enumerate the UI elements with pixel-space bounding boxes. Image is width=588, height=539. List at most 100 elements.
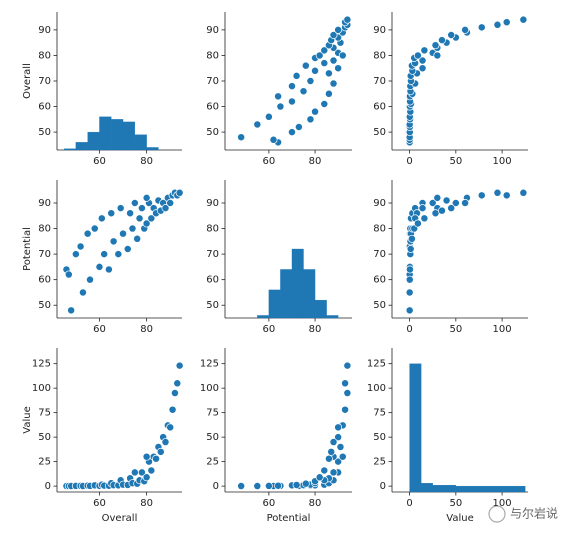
x-tick-label: 0 <box>406 324 412 335</box>
y-tick-label: 125 <box>200 359 219 370</box>
scatter-point <box>100 250 109 259</box>
hist-bar <box>87 131 100 151</box>
y-tick-label: 0 <box>45 481 51 492</box>
x-tick-label: 60 <box>263 498 276 509</box>
y-tick-label: 50 <box>206 300 219 311</box>
y-tick-label: 90 <box>206 198 219 209</box>
scatter-point <box>301 479 310 488</box>
y-tick-label: 125 <box>367 359 386 370</box>
hist-bar <box>420 483 433 493</box>
y-tick-label: 90 <box>38 25 51 36</box>
scatter-point <box>442 196 451 205</box>
panel: 0 25 50 75 100 125 60 80 Value Overall <box>22 348 184 524</box>
y-tick-label: 90 <box>373 25 386 36</box>
scatter-point <box>329 56 338 65</box>
y-tick-label: 100 <box>367 383 386 394</box>
scatter-point <box>130 199 139 207</box>
scatter-point <box>428 199 437 207</box>
scatter-point <box>142 452 151 461</box>
scatter-point <box>276 102 285 111</box>
y-tick-label: 90 <box>38 198 51 209</box>
y-tick-label: 70 <box>373 249 386 260</box>
scatter-point <box>418 204 427 213</box>
y-tick-label: 60 <box>38 275 51 286</box>
y-axis-label: Value <box>22 406 33 433</box>
scatter-point <box>299 87 308 96</box>
scatter-point <box>294 123 303 131</box>
y-tick-label: 70 <box>38 76 51 87</box>
scatter-point <box>324 69 333 78</box>
scatter-point <box>433 51 442 60</box>
scatter-point <box>90 224 99 233</box>
scatter-point <box>433 193 442 202</box>
y-tick-label: 50 <box>38 300 51 311</box>
scatter-point <box>175 188 184 197</box>
scatter-point <box>420 214 429 223</box>
hist-bar <box>478 485 491 493</box>
scatter-point <box>420 46 429 55</box>
scatter-point <box>135 214 144 223</box>
scatter-point <box>343 361 352 370</box>
scatter-point <box>161 204 170 213</box>
scatter-point <box>431 41 440 50</box>
hist-bar <box>501 485 514 493</box>
scatter-point <box>324 89 333 98</box>
scatter-point <box>95 262 104 271</box>
scatter-point <box>502 18 511 27</box>
panel: 50 60 70 80 90 60 80 <box>206 180 352 335</box>
y-tick-label: 50 <box>38 127 51 138</box>
scatter-point <box>119 229 127 238</box>
hist-bar <box>467 485 480 493</box>
y-tick-label: 80 <box>373 50 386 61</box>
scatter-point <box>147 214 156 223</box>
scatter-point <box>161 438 170 446</box>
x-tick-label: 100 <box>493 156 512 167</box>
x-axis-label: Overall <box>102 513 138 524</box>
scatter-point <box>447 204 456 213</box>
scatter-point <box>264 112 273 121</box>
hist-bar <box>111 119 124 151</box>
scatter-point <box>104 265 113 274</box>
y-tick-label: 90 <box>373 198 386 209</box>
x-tick-label: 0 <box>406 156 412 167</box>
scatter-point <box>327 447 336 456</box>
scatter-point <box>320 46 329 55</box>
scatter-point <box>64 270 73 279</box>
scatter-point <box>292 71 301 80</box>
y-tick-label: 70 <box>206 249 219 260</box>
scatter-point <box>418 64 427 73</box>
scatter-point <box>126 209 135 218</box>
scatter-point <box>438 206 446 215</box>
scatter-point <box>320 466 329 475</box>
scatter-point <box>343 389 352 398</box>
y-tick-label: 70 <box>206 76 219 87</box>
scatter-point <box>253 482 262 490</box>
y-tick-label: 60 <box>373 275 386 286</box>
scatter-point <box>405 306 414 315</box>
y-tick-label: 60 <box>206 275 219 286</box>
scatter-point <box>334 423 343 432</box>
scatter-point <box>168 405 177 414</box>
scatter-point <box>306 77 315 85</box>
scatter-point <box>329 31 338 39</box>
scatter-point <box>123 245 132 253</box>
scatter-point <box>405 288 414 297</box>
watermark-icon <box>488 505 506 523</box>
scatter-point <box>142 193 151 202</box>
scatter-point <box>311 66 320 75</box>
hist-bar <box>63 148 77 151</box>
scatter-point <box>237 482 246 490</box>
y-tick-label: 70 <box>373 76 386 87</box>
y-tick-label: 0 <box>213 481 219 492</box>
panel: 50 60 70 80 90 60 80 Overall <box>22 12 182 167</box>
hist-bar <box>291 248 304 319</box>
scatter-point <box>413 51 422 60</box>
scatter-point <box>343 15 352 24</box>
scatter-point <box>86 275 94 284</box>
x-axis-label: Value <box>446 513 473 524</box>
scatter-point <box>418 56 427 65</box>
scatter-point <box>133 234 142 243</box>
scatter-point <box>288 82 296 91</box>
y-tick-label: 60 <box>38 102 51 113</box>
y-tick-label: 50 <box>373 127 386 138</box>
